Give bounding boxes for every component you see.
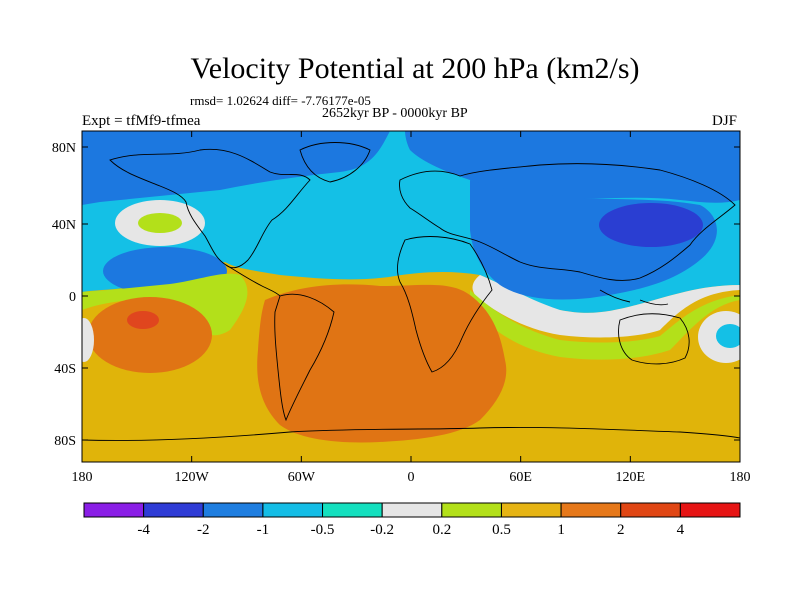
colorbar-swatch	[381, 502, 443, 518]
x-tick-label: 60E	[509, 470, 532, 485]
colorbar-label: 2	[617, 522, 625, 538]
season-label: DJF	[712, 113, 738, 129]
colorbar-swatch	[262, 502, 324, 518]
field-strong-positive	[257, 284, 507, 443]
x-tick-label: 0	[408, 470, 415, 485]
velocity-potential-field	[82, 131, 740, 462]
coast-europe-asia	[399, 163, 736, 281]
colorbar-label: -4	[137, 522, 150, 538]
colorbar-swatch	[322, 502, 383, 518]
coastlines	[82, 142, 740, 441]
x-tick-label: 120E	[616, 470, 646, 485]
colorbar-swatch	[500, 502, 562, 518]
field-weak-positive-band	[470, 290, 740, 360]
colorbar-label: 0.2	[432, 522, 451, 538]
coast-maritime	[599, 289, 669, 306]
stats-label: rmsd= 1.02624 diff= -7.76177e-05	[190, 93, 371, 108]
x-tick-label: 180	[730, 470, 751, 485]
page-title: Velocity Potential at 200 hPa (km2/s)	[190, 52, 640, 85]
colorbar-label: -2	[197, 522, 210, 538]
coast-north-america	[109, 148, 311, 269]
field-lime-pacific	[138, 213, 182, 233]
field-white-west	[82, 318, 94, 362]
coast-central-america	[225, 264, 281, 297]
colorbar-label: 0.5	[492, 522, 511, 538]
coast-south-america	[274, 293, 335, 422]
colorbar-swatch	[83, 502, 145, 518]
field-red-pacific	[127, 311, 159, 329]
y-tick-label: 0	[69, 290, 76, 305]
colorbar-label: -1	[257, 522, 270, 538]
y-tick-label: 40S	[54, 362, 76, 377]
colorbar-label: 1	[557, 522, 565, 538]
colorbar-swatch	[560, 502, 622, 518]
x-axis: 180 120W 60W 0 60E 120E 180	[72, 131, 751, 485]
field-deep-blue-asia	[599, 203, 703, 247]
coast-africa	[397, 236, 493, 373]
y-tick-label: 80N	[52, 141, 76, 156]
y-tick-label: 40N	[52, 218, 76, 233]
x-tick-label: 180	[72, 470, 93, 485]
field-orange-pacific	[88, 297, 212, 373]
colorbar-label: -0.5	[311, 522, 335, 538]
field-blue-north	[82, 131, 740, 205]
colorbar-swatch	[679, 502, 741, 518]
colorbar-swatch	[620, 502, 681, 518]
colorbar-label: -0.2	[370, 522, 394, 538]
colorbar: -4 -2 -1 -0.5 -0.2 0.2 0.5 1 2 4	[83, 502, 741, 538]
colorbar-swatch	[441, 502, 502, 518]
x-tick-label: 60W	[288, 470, 316, 485]
coast-antarctica	[82, 427, 740, 441]
colorbar-swatch	[202, 502, 264, 518]
period-label: 2652kyr BP - 0000kyr BP	[322, 106, 468, 121]
coast-australia	[618, 313, 690, 365]
field-cyan-australia	[716, 324, 740, 348]
field-near-zero-band	[472, 275, 740, 338]
y-tick-label: 80S	[54, 434, 76, 449]
y-axis: 80N 40N 0 40S 80S	[52, 141, 740, 449]
experiment-label: Expt = tfMf9-tfmea	[82, 113, 201, 129]
x-tick-label: 120W	[175, 470, 210, 485]
colorbar-swatch	[143, 502, 204, 518]
colorbar-label: 4	[677, 522, 685, 538]
coast-greenland	[299, 142, 371, 183]
